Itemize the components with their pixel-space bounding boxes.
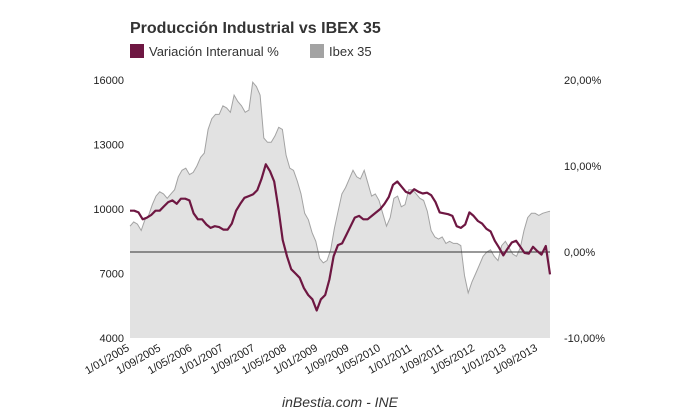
legend-swatch-ibex	[310, 44, 324, 58]
left-tick-label: 16000	[93, 75, 124, 87]
x-axis-ticks: 1/01/20051/09/20051/05/20061/01/20071/09…	[83, 342, 540, 377]
left-tick-label: 10000	[93, 204, 124, 216]
left-tick-label: 13000	[93, 140, 124, 152]
source-credit: inBestia.com - INE	[282, 394, 399, 410]
left-tick-label: 4000	[100, 333, 124, 345]
right-axis-ticks: 20,00% 10,00% 0,00% -10,00%	[564, 75, 605, 345]
ibex-area	[130, 82, 550, 338]
legend-label-variacion: Variación Interanual %	[149, 44, 279, 59]
left-axis-ticks: 16000 13000 10000 7000 4000	[93, 75, 124, 345]
legend-swatch-variacion	[130, 44, 144, 58]
right-tick-label: 20,00%	[564, 75, 602, 87]
legend-label-ibex: Ibex 35	[329, 44, 372, 59]
plot-area	[129, 81, 552, 338]
chart-title: Producción Industrial vs IBEX 35	[130, 20, 381, 37]
right-tick-label: -10,00%	[564, 333, 605, 345]
variacion-line	[130, 163, 552, 312]
right-tick-label: 0,00%	[564, 247, 595, 259]
ibex-line	[129, 81, 551, 295]
left-tick-label: 7000	[100, 269, 124, 281]
right-tick-label: 10,00%	[564, 161, 602, 173]
